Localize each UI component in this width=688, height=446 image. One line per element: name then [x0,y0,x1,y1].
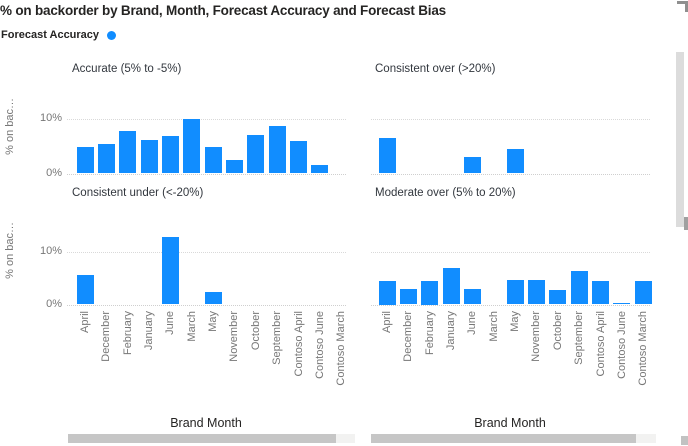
bar[interactable] [378,137,396,174]
x-axis-label: December [100,311,113,362]
legend[interactable]: Forecast Accuracy [1,29,117,41]
bar[interactable] [225,159,243,174]
x-axis-label: September [573,311,586,365]
x-axis-label: March [185,311,198,342]
bar[interactable] [247,135,265,174]
x-axis-label: Contoso June [313,311,326,379]
bar[interactable] [506,149,524,174]
panel-title-consistent-under: Consistent under (<-20%) [72,187,204,199]
bar[interactable] [549,290,567,305]
x-axis-baseline [67,304,346,306]
y-axis-title-row1: % on bac… [4,98,16,155]
x-axis-label: October [249,311,262,351]
bar[interactable] [463,289,481,305]
gridline-10pct [67,119,346,121]
bar[interactable] [119,130,137,174]
x-axis-baseline [371,304,650,306]
gridline-10pct [371,119,650,121]
legend-series-circle-icon[interactable] [107,30,117,40]
chart-title: % on backorder by Brand, Month, Forecast… [0,3,446,18]
x-axis-title-left: Brand Month [170,416,242,430]
bar[interactable] [421,280,439,305]
x-axis-label: June [164,311,177,335]
bar[interactable] [76,275,94,305]
bar[interactable] [140,140,158,174]
x-axis-label: Contoso March [637,311,650,386]
bar[interactable] [183,119,201,174]
bar[interactable] [204,292,222,305]
x-axis-label: February [423,311,436,356]
panel-title-accurate: Accurate (5% to -5%) [72,63,182,75]
bar[interactable] [463,156,481,174]
bar[interactable] [613,302,631,305]
bar[interactable] [378,280,396,305]
y-tick-10-row2: 10% [39,245,62,257]
y-tick-0-row2: 0% [46,298,62,310]
bar[interactable] [161,136,179,174]
visual-resize-corner-icon [677,1,688,12]
x-axis-label: November [530,311,543,362]
horizontal-scrollbar-thumb-left[interactable] [68,434,336,443]
x-axis-label: Contoso June [615,311,628,379]
x-axis-label: Contoso April [594,311,607,377]
y-axis-title-row2: % on bac… [4,222,16,279]
x-axis-label: March [487,311,500,342]
y-tick-0-row1: 0% [46,167,62,179]
horizontal-scrollbar-thumb-right[interactable] [371,434,636,443]
x-axis-label: September [271,311,284,365]
gridline-10pct [371,252,650,253]
bar[interactable] [290,141,307,174]
panel-title-consistent-over: Consistent over (>20%) [375,63,496,75]
vertical-scrollbar[interactable] [676,52,684,227]
x-axis-label: April [381,311,393,334]
x-axis-label: October [551,311,564,351]
gridline-10pct [67,252,346,253]
x-axis-label: April [79,311,91,334]
bar[interactable] [506,279,524,305]
x-axis-label: May [509,311,522,332]
scrollbar-corner [681,436,688,445]
panel-title-moderate-over: Moderate over (5% to 20%) [375,187,516,199]
bar[interactable] [399,289,417,305]
x-axis-label: February [121,311,134,356]
bar[interactable] [527,279,545,305]
x-axis-label: November [228,311,241,362]
x-axis-baseline [67,173,346,175]
x-axis-title-right: Brand Month [474,416,546,430]
x-axis-label: December [402,311,415,362]
bar[interactable] [204,147,222,174]
y-tick-10-row1: 10% [39,112,62,124]
bar[interactable] [570,271,588,305]
x-axis-baseline [371,173,650,175]
bar[interactable] [442,268,460,305]
page-scrollbar-thumb[interactable] [684,217,688,230]
bar[interactable] [592,281,609,305]
x-axis-label: January [445,311,458,351]
legend-title: Forecast Accuracy [1,29,100,41]
bar[interactable] [634,281,652,305]
bar[interactable] [76,147,94,174]
x-axis-label: Contoso April [292,311,305,377]
bar[interactable] [311,165,329,174]
x-axis-label: Contoso March [335,311,348,386]
bar[interactable] [268,126,286,174]
x-axis-label: January [143,311,156,351]
x-axis-label: June [466,311,479,335]
x-axis-label: May [207,311,220,332]
bar[interactable] [161,236,179,305]
bar[interactable] [97,143,115,174]
